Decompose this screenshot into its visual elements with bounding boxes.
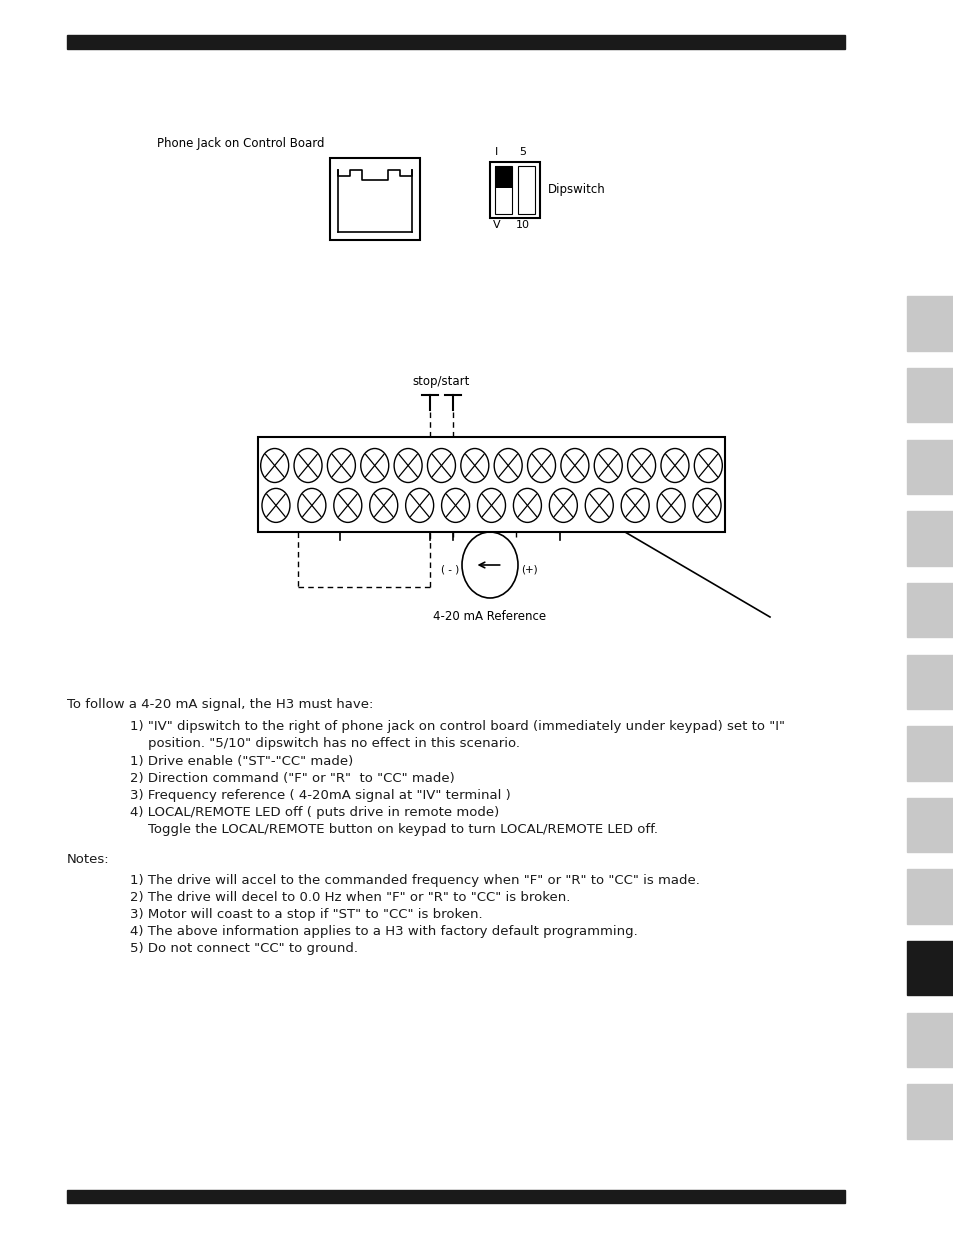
Bar: [906, 798, 953, 852]
Bar: [495, 165, 512, 214]
Text: position. "5/10" dipswitch has no effect in this scenario.: position. "5/10" dipswitch has no effect…: [148, 737, 519, 750]
Bar: [906, 296, 953, 351]
Text: V: V: [493, 220, 500, 230]
Text: Toggle the LOCAL/REMOTE button on keypad to turn LOCAL/REMOTE LED off.: Toggle the LOCAL/REMOTE button on keypad…: [148, 823, 658, 836]
Bar: [490, 162, 539, 219]
Bar: [906, 1084, 953, 1139]
Text: 3) Frequency reference ( 4-20mA signal at "IV" terminal ): 3) Frequency reference ( 4-20mA signal a…: [130, 789, 510, 802]
Text: ( - ): ( - ): [440, 564, 458, 576]
Bar: [517, 165, 535, 214]
Bar: [330, 158, 419, 240]
Text: 2) The drive will decel to 0.0 Hz when "F" or "R" to "CC" is broken.: 2) The drive will decel to 0.0 Hz when "…: [130, 890, 570, 904]
Bar: [906, 941, 953, 995]
Bar: [906, 440, 953, 494]
Text: 3) Motor will coast to a stop if "ST" to "CC" is broken.: 3) Motor will coast to a stop if "ST" to…: [130, 908, 482, 921]
Bar: [906, 869, 953, 924]
Text: 4) LOCAL/REMOTE LED off ( puts drive in remote mode): 4) LOCAL/REMOTE LED off ( puts drive in …: [130, 806, 498, 819]
Bar: [906, 1013, 953, 1067]
Bar: [906, 511, 953, 566]
Text: 10: 10: [516, 220, 530, 230]
Text: Dipswitch: Dipswitch: [547, 184, 605, 196]
Text: 1) "IV" dipswitch to the right of phone jack on control board (immediately under: 1) "IV" dipswitch to the right of phone …: [130, 720, 784, 734]
Text: Notes:: Notes:: [67, 853, 110, 866]
Text: 4) The above information applies to a H3 with factory default programming.: 4) The above information applies to a H3…: [130, 925, 638, 939]
Text: stop/start: stop/start: [413, 375, 470, 388]
Text: 4-20 mA Reference: 4-20 mA Reference: [433, 610, 546, 622]
Bar: [906, 368, 953, 422]
Text: (+): (+): [520, 564, 537, 576]
Text: 1) Drive enable ("ST"-"CC" made): 1) Drive enable ("ST"-"CC" made): [130, 755, 353, 768]
Text: To follow a 4-20 mA signal, the H3 must have:: To follow a 4-20 mA signal, the H3 must …: [67, 698, 373, 711]
Bar: [67, 35, 844, 49]
Text: Phone Jack on Control Board: Phone Jack on Control Board: [157, 137, 325, 149]
Text: 5: 5: [519, 147, 526, 157]
Text: 2) Direction command ("F" or "R"  to "CC" made): 2) Direction command ("F" or "R" to "CC"…: [130, 772, 455, 785]
Bar: [257, 437, 724, 532]
Bar: [67, 1191, 844, 1203]
Bar: [495, 165, 512, 188]
Text: I: I: [495, 147, 498, 157]
Text: 1) The drive will accel to the commanded frequency when "F" or "R" to "CC" is ma: 1) The drive will accel to the commanded…: [130, 874, 700, 887]
Bar: [906, 726, 953, 781]
Bar: [906, 583, 953, 637]
Text: 5) Do not connect "CC" to ground.: 5) Do not connect "CC" to ground.: [130, 942, 357, 955]
Bar: [906, 655, 953, 709]
